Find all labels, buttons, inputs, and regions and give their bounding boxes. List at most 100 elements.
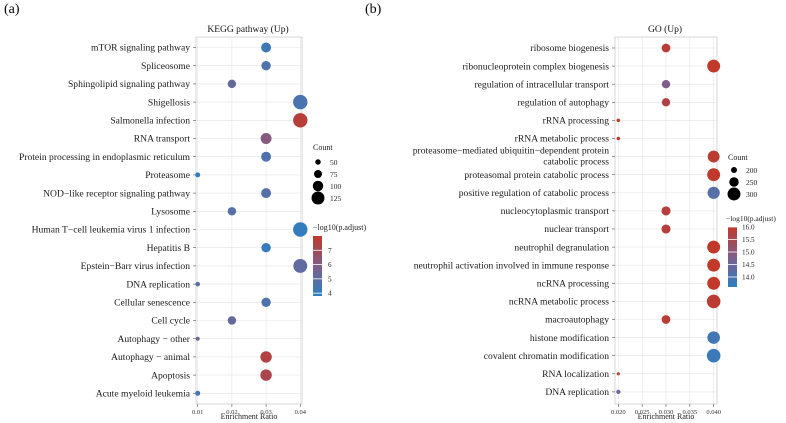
panel-b-point bbox=[661, 315, 671, 324]
panel-b-point bbox=[706, 348, 721, 363]
panel-b-point bbox=[707, 186, 720, 199]
panel-a-category-label: Salmonella infection bbox=[110, 116, 190, 127]
panel-b-category-label: positive regulation of catabolic process bbox=[459, 188, 610, 199]
panel-b-point bbox=[707, 276, 721, 290]
panel-a-point bbox=[260, 133, 272, 144]
panel-a-colorbar-tick-label: 6 bbox=[328, 261, 332, 269]
panel-a-category-label: Autophagy − other bbox=[117, 334, 190, 345]
panel-b-point bbox=[661, 43, 671, 53]
panel-a-size-legend-items: 50 75 100 125 bbox=[311, 158, 342, 205]
panel-a-points bbox=[195, 42, 308, 396]
panel-a-category-label: Human T−cell leukemia virus 1 infection bbox=[32, 225, 191, 236]
panel-b-category-label: neutrophil activation involved in immune… bbox=[414, 260, 609, 271]
panel-b-point bbox=[661, 98, 671, 107]
panel-a-size-legend-label: 125 bbox=[330, 194, 342, 203]
panel-a-point bbox=[227, 79, 237, 89]
panel-a-colorbar-tick-label: 5 bbox=[328, 275, 332, 283]
panel-b-category-label: proteasomal protein catabolic process bbox=[464, 170, 609, 181]
panel-b-point bbox=[707, 258, 721, 272]
panel-b-category-label: DNA replication bbox=[545, 387, 609, 398]
panel-b-category-label: histone modification bbox=[530, 333, 609, 344]
panel-a-size-legend-label: 100 bbox=[330, 182, 342, 191]
panel-b-category-label: covalent chromatin modification bbox=[484, 351, 609, 362]
panel-b-category-label: regulation of autophagy bbox=[517, 98, 609, 109]
panel-a-category-label: Shigellosis bbox=[148, 97, 190, 108]
panel-a-x-tick-label: 0.03 bbox=[260, 409, 271, 416]
panel-a-colorbar-ticks: 4 5 6 7 bbox=[313, 247, 332, 298]
panel-b-category-label: nuclear transport bbox=[544, 224, 609, 235]
panel-a-x-tick-label: 0.02 bbox=[226, 409, 237, 416]
panel-b-colorbar-tick-label: 15.0 bbox=[742, 249, 755, 257]
panel-a-point bbox=[227, 316, 237, 325]
panel-b-x-tick-label: 0.035 bbox=[683, 409, 698, 416]
panel-b-category-label: ncRNA metabolic process bbox=[509, 297, 609, 308]
panel-b-point bbox=[616, 389, 621, 395]
panel-a-category-label: Epstein−Barr virus infection bbox=[81, 261, 191, 272]
panel-a-colorbar-tick-label: 4 bbox=[328, 290, 332, 298]
panel-a-point bbox=[260, 351, 272, 363]
panel-b-size-legend-items: 200 250 300 bbox=[727, 166, 758, 201]
panel-a-point bbox=[260, 369, 272, 381]
panel-a-colorbar bbox=[313, 236, 322, 296]
panel-a-size-legend-title: Count bbox=[313, 143, 333, 152]
panel-a-x-tick-label: 0.01 bbox=[192, 409, 203, 416]
panel-b-category-label: rRNA processing bbox=[543, 116, 610, 127]
panel-a: (a) KEGG pathway (Up) mTOR signaling pat… bbox=[4, 2, 367, 421]
panel-b-point bbox=[616, 372, 620, 376]
panel-b-x-tick-label: 0.030 bbox=[659, 409, 674, 416]
panel-a-title: KEGG pathway (Up) bbox=[207, 24, 288, 35]
panel-b-point bbox=[707, 331, 720, 344]
panel-a-colorbar-tick-label: 7 bbox=[328, 247, 332, 255]
panel-a-size-legend-dot bbox=[315, 159, 321, 165]
panel-a-category-label: Apoptosis bbox=[151, 370, 190, 381]
panel-a-category-label: NOD−like receptor signaling pathway bbox=[43, 188, 190, 199]
panel-a-category-label: Acute myeloid leukemia bbox=[96, 389, 191, 400]
panel-b-point bbox=[706, 294, 721, 309]
panel-a-point bbox=[195, 281, 200, 287]
panel-a-category-label: Proteasome bbox=[145, 170, 190, 181]
panel-b-category-label: RNA localization bbox=[542, 369, 609, 380]
panel-a-category-label: Protein processing in endoplasmic reticu… bbox=[19, 152, 191, 163]
panel-b-size-legend: Count 200 250 300 bbox=[727, 153, 758, 201]
panel-b-colorbar-tick-label: 15.5 bbox=[742, 236, 755, 244]
panel-b-colorbar-tick-label: 14.5 bbox=[742, 261, 755, 269]
panel-b-letter: (b) bbox=[365, 2, 382, 17]
panel-a-x-ticks: 0.01 0.02 0.03 0.04 bbox=[192, 404, 307, 416]
panel-b-points bbox=[616, 43, 721, 395]
panel-b-category-labels: ribosome biogenesis ribonucleoprotein com… bbox=[413, 43, 615, 398]
panel-a-category-label: Cell cycle bbox=[151, 316, 190, 327]
panel-a-point bbox=[293, 258, 308, 273]
panel-a-category-label: Autophagy − animal bbox=[111, 352, 190, 363]
panel-b-category-label: ncRNA processing bbox=[537, 279, 609, 290]
panel-b-category-label: macroautophagy bbox=[545, 315, 609, 326]
panel-b-x-tick-label: 0.020 bbox=[611, 409, 626, 416]
panel-a-category-label: Hepatitis B bbox=[147, 243, 190, 254]
panel-a-size-legend-label: 50 bbox=[330, 158, 338, 167]
panel-a-x-tick-label: 0.04 bbox=[295, 409, 307, 416]
panel-a-size-legend-label: 75 bbox=[330, 170, 338, 179]
panel-a-size-legend-dot bbox=[314, 170, 322, 178]
panel-b-size-legend-dot bbox=[731, 167, 737, 173]
panel-b-colorbar-tick-label: 16.0 bbox=[742, 224, 755, 232]
panel-b-color-legend: −log10(p.adjust) 14.0 14.5 15.0 15.5 16.0 bbox=[726, 214, 776, 287]
panel-b-title: GO (Up) bbox=[648, 24, 682, 35]
panel-b-size-legend-title: Count bbox=[728, 153, 748, 162]
panel-a-category-labels: mTOR signaling pathway Spliceosome Sphingo… bbox=[19, 43, 196, 400]
panel-a-point bbox=[293, 222, 308, 237]
panel-b-category-label: regulation of intracellular transport bbox=[474, 79, 609, 90]
panel-a-category-label: Sphingolipid signaling pathway bbox=[68, 79, 190, 90]
panel-a-point bbox=[261, 242, 271, 253]
panel-b-point bbox=[661, 206, 671, 216]
panel-a-size-legend-dot bbox=[311, 191, 325, 205]
panel-a-point bbox=[261, 42, 272, 53]
panel-b-colorbar-tick-label: 14.0 bbox=[742, 274, 755, 282]
panel-b-point bbox=[616, 136, 621, 141]
panel-b-point bbox=[616, 118, 621, 123]
panel-b-x-tick-label: 0.025 bbox=[635, 409, 650, 416]
panel-b-colorbar-ticks: 14.0 14.5 15.0 15.5 16.0 bbox=[728, 224, 755, 282]
panel-b-x-tick-label: 0.040 bbox=[706, 409, 721, 416]
panel-b-x-axis-title: Enrichment Ratio bbox=[638, 412, 695, 421]
panel-a-point bbox=[227, 207, 237, 216]
panel-a-point bbox=[293, 113, 308, 128]
panel-a-point bbox=[261, 151, 272, 162]
